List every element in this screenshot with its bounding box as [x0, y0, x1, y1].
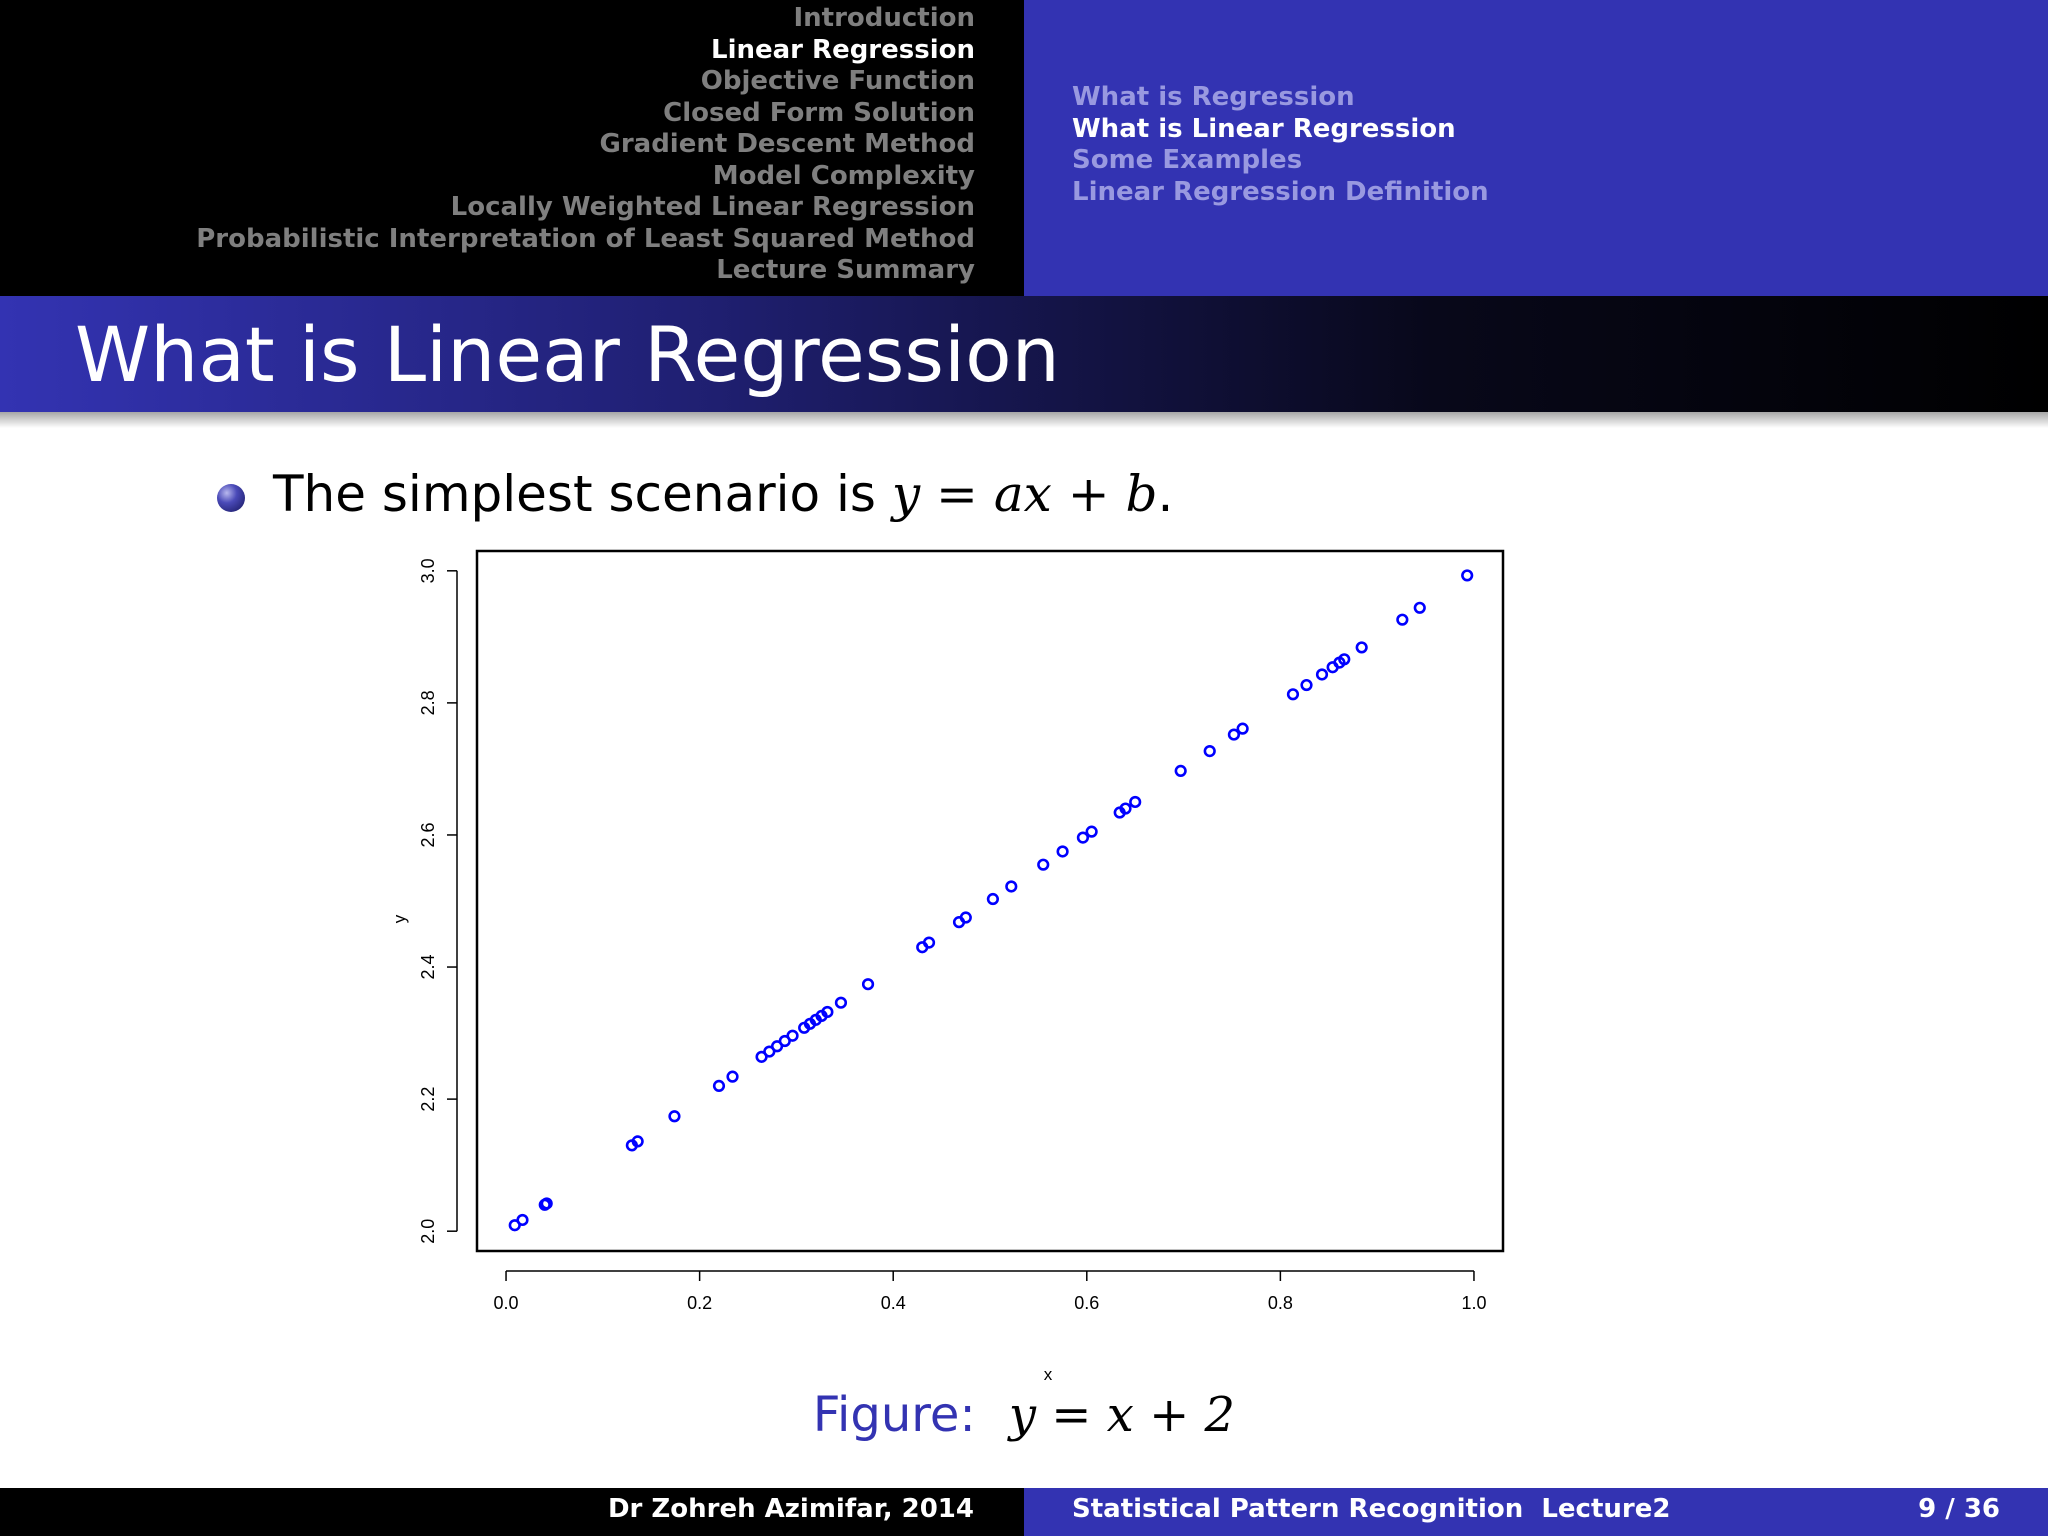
bullet-end: .: [1157, 465, 1174, 523]
section-link[interactable]: Model Complexity: [712, 160, 975, 191]
footer-author-bar: Dr Zohreh Azimifar, 2014: [0, 1488, 1024, 1536]
data-point: [726, 1070, 739, 1083]
data-point: [1355, 641, 1368, 654]
data-point: [1286, 688, 1300, 701]
section-list: Introduction Linear Regression Objective F…: [196, 3, 975, 287]
footer-course-title: Statistical Pattern Recognition: [1072, 1494, 1524, 1524]
data-point: [786, 1029, 799, 1042]
frame-title: What is Linear Regression: [75, 310, 1060, 399]
data-points: [508, 569, 1474, 1232]
bullet-equation: y = ax + b: [891, 465, 1158, 523]
x-tick-label: 0.8: [1268, 1293, 1293, 1313]
data-point: [1461, 569, 1474, 582]
data-point: [1174, 764, 1187, 778]
subsection-list: What is Regression What is Linear Regress…: [1072, 82, 1489, 208]
data-point: [1338, 653, 1351, 666]
data-point: [668, 1110, 681, 1123]
data-point: [1203, 744, 1216, 758]
data-point: [631, 1135, 644, 1148]
x-axis-label: x: [1044, 1365, 1053, 1384]
data-point: [986, 892, 1000, 906]
subsection-link[interactable]: Some Examples: [1072, 145, 1303, 175]
footer-author: Dr Zohreh Azimifar, 2014: [607, 1494, 974, 1524]
title-bar-shadow: [0, 412, 2048, 428]
x-tick-label: 1.0: [1461, 1293, 1486, 1313]
data-point: [1315, 668, 1329, 681]
data-point: [516, 1213, 529, 1227]
data-point: [922, 936, 936, 949]
section-link[interactable]: Locally Weighted Linear Regression: [450, 192, 975, 222]
data-point: [1396, 613, 1409, 626]
bullet-text: The simplest scenario is: [273, 465, 876, 523]
data-point: [1037, 858, 1050, 871]
data-point: [1236, 722, 1249, 735]
y-tick-label: 2.8: [418, 690, 438, 715]
section-link[interactable]: Linear Regression: [711, 34, 975, 65]
y-tick-label: 2.0: [418, 1219, 438, 1244]
data-point: [1056, 845, 1069, 858]
subsection-link[interactable]: What is Linear Regression: [1072, 113, 1456, 144]
data-point: [1085, 825, 1098, 838]
subsection-navigation-panel: What is Regression What is Linear Regress…: [1024, 0, 2048, 296]
data-point: [1076, 831, 1090, 844]
subsection-link[interactable]: Linear Regression Definition: [1072, 176, 1489, 207]
footer-lecture: Lecture2: [1541, 1494, 1671, 1524]
figure-label: Figure:: [812, 1387, 976, 1443]
subsection-link[interactable]: What is Regression: [1072, 82, 1355, 112]
data-point: [1227, 728, 1241, 741]
data-point: [1005, 880, 1018, 893]
section-link[interactable]: Closed Form Solution: [663, 97, 975, 128]
data-point: [540, 1197, 553, 1210]
figure-caption: Figure: y = x + 2: [0, 1384, 2048, 1446]
data-point: [1129, 795, 1142, 809]
x-tick-label: 0.6: [1074, 1293, 1099, 1313]
footer-course: Statistical Pattern Recognition Lecture2: [1072, 1494, 1670, 1524]
y-tick-label: 2.6: [418, 822, 438, 847]
bullet-item: The simplest scenario is y = ax + b.: [273, 462, 1173, 526]
bullet-ball-icon: [217, 484, 245, 512]
y-axis: 2.0 2.2 2.4 2.6 2.8 3.0: [418, 558, 458, 1244]
data-point: [834, 996, 848, 1009]
figure-equation: y = x + 2: [1008, 1387, 1236, 1443]
plot-frame: [475, 549, 1505, 1253]
x-tick-label: 0.4: [881, 1293, 906, 1313]
section-link[interactable]: Objective Function: [700, 66, 975, 96]
data-point: [1413, 601, 1426, 614]
x-axis: 0.0 0.2 0.4 0.6 0.8 1.0: [494, 1270, 1486, 1313]
section-link[interactable]: Probabilistic Interpretation of Least Sq…: [196, 223, 975, 254]
section-link[interactable]: Lecture Summary: [716, 255, 975, 285]
x-tick-label: 0.2: [687, 1293, 712, 1313]
y-tick-label: 3.0: [418, 558, 438, 583]
data-point: [861, 978, 875, 991]
frame-title-bar: [0, 296, 2048, 412]
x-tick-label: 0.0: [494, 1293, 519, 1313]
data-point: [1119, 802, 1132, 815]
data-point: [959, 911, 972, 924]
section-link[interactable]: Gradient Descent Method: [599, 129, 975, 159]
data-point: [1300, 678, 1313, 692]
footer-title-bar: Statistical Pattern Recognition Lecture2…: [1024, 1488, 2048, 1536]
footer-page-number: 9 / 36: [1918, 1494, 2000, 1524]
section-navigation-panel: Introduction Linear Regression Objective F…: [0, 0, 1024, 296]
scatter-plot: 0.0 0.2 0.4 0.6 0.8 1.0 2.02.22.42.62.83.0 x …: [390, 549, 1505, 1384]
y-axis-label: y: [390, 914, 409, 923]
data-point: [712, 1079, 726, 1093]
y-tick-label: 2.2: [418, 1087, 438, 1112]
data-point: [821, 1005, 834, 1019]
section-link[interactable]: Introduction: [793, 3, 975, 33]
y-tick-label: 2.4: [418, 955, 438, 980]
